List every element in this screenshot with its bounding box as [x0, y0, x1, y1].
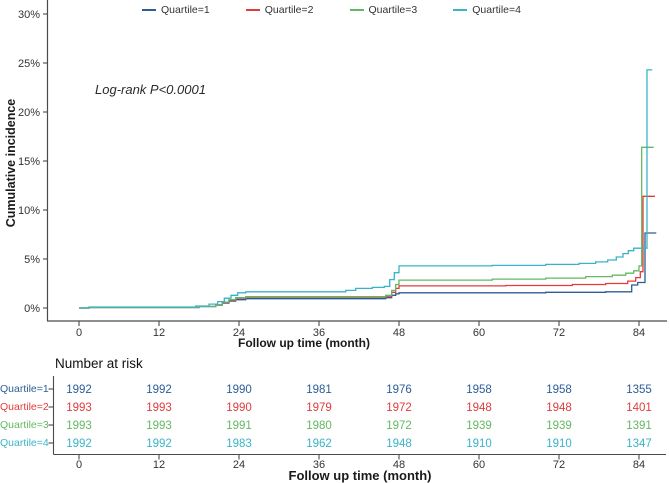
risk-value: 1993: [146, 402, 172, 414]
x-tick-label: 60: [473, 327, 485, 339]
legend-line-swatch: [349, 9, 364, 11]
risk-row-label-quartile-3: Quartile=3: [0, 419, 49, 431]
risk-value: 1980: [306, 420, 332, 432]
legend-label: Quartile=1: [161, 4, 210, 16]
risk-x-tick-label: 60: [473, 459, 485, 471]
y-tick-label: 20%: [18, 107, 40, 119]
risk-value: 1939: [546, 420, 572, 432]
y-tick-label: 5%: [24, 254, 40, 266]
y-tick-label: 10%: [18, 205, 40, 217]
risk-row-label-quartile-4: Quartile=4: [0, 437, 49, 449]
risk-value: 1401: [626, 402, 652, 414]
legend-label: Quartile=4: [472, 4, 521, 16]
y-tick-label: 30%: [18, 9, 40, 21]
y-tick-label: 15%: [18, 156, 40, 168]
risk-value: 1910: [546, 438, 572, 450]
risk-value: 1992: [66, 438, 92, 450]
x-axis-title: Follow up time (month): [238, 336, 370, 350]
legend-item-quartile-3: Quartile=3: [349, 4, 418, 16]
risk-x-tick-label: 12: [153, 459, 165, 471]
risk-x-tick-label: 48: [393, 459, 405, 471]
series-quartile-4: [79, 69, 653, 309]
risk-value: 1976: [386, 384, 412, 396]
x-tick-label: 48: [393, 327, 405, 339]
risk-value: 1910: [466, 438, 492, 450]
risk-x-tick-label: 0: [76, 459, 82, 471]
risk-value: 1993: [66, 402, 92, 414]
risk-value: 1992: [66, 384, 92, 396]
risk-value: 1939: [466, 420, 492, 432]
risk-x-tick-label: 24: [233, 459, 245, 471]
logrank-annotation: Log-rank P<0.0001: [95, 82, 206, 97]
risk-value: 1981: [306, 384, 332, 396]
risk-value: 1391: [626, 420, 652, 432]
risk-x-tick-label: 72: [553, 459, 565, 471]
series-quartile-3: [79, 146, 654, 309]
legend-line-swatch: [142, 9, 156, 11]
risk-x-tick-label: 36: [313, 459, 325, 471]
risk-value: 1972: [386, 402, 412, 414]
risk-value: 1958: [466, 384, 492, 396]
y-tick-label: 25%: [18, 58, 40, 70]
risk-value: 1992: [146, 438, 172, 450]
x-tick-label: 24: [233, 327, 245, 339]
risk-table-title: Number at risk: [55, 356, 143, 371]
risk-value: 1993: [66, 420, 92, 432]
risk-value: 1991: [226, 420, 252, 432]
risk-table-x-axis-title: Follow up time (month): [288, 468, 432, 483]
risk-value: 1990: [226, 402, 252, 414]
risk-value: 1347: [626, 438, 652, 450]
risk-value: 1355: [626, 384, 652, 396]
risk-value: 1979: [306, 402, 332, 414]
legend: Quartile=1 Quartile=2 Quartile=3 Quartile=4: [142, 4, 521, 16]
risk-value: 1990: [226, 384, 252, 396]
x-tick-label: 72: [553, 327, 565, 339]
risk-value: 1948: [546, 402, 572, 414]
legend-item-quartile-4: Quartile=4: [453, 4, 521, 16]
legend-line-swatch: [245, 9, 260, 11]
risk-value: 1983: [226, 438, 252, 450]
x-tick-label: 84: [633, 327, 645, 339]
series-quartile-2: [79, 195, 655, 309]
x-tick-label: 0: [76, 327, 82, 339]
x-tick-label: 12: [153, 327, 165, 339]
risk-value: 1993: [146, 420, 172, 432]
risk-value: 1958: [546, 384, 572, 396]
legend-item-quartile-2: Quartile=2: [245, 4, 314, 16]
risk-value: 1948: [386, 438, 412, 450]
risk-value: 1948: [466, 402, 492, 414]
legend-label: Quartile=3: [368, 4, 418, 16]
risk-value: 1992: [146, 384, 172, 396]
risk-row-label-quartile-2: Quartile=2: [0, 401, 49, 413]
legend-line-swatch: [453, 9, 468, 11]
y-axis-title: Cumulative incidence: [4, 98, 18, 228]
x-tick-label: 36: [313, 327, 325, 339]
risk-x-tick-label: 84: [633, 459, 645, 471]
legend-item-quartile-1: Quartile=1: [142, 4, 210, 16]
y-tick-label: 0%: [24, 303, 40, 315]
risk-value: 1972: [386, 420, 412, 432]
risk-value: 1962: [306, 438, 332, 450]
risk-row-label-quartile-1: Quartile=1: [0, 383, 49, 395]
legend-label: Quartile=2: [264, 4, 314, 16]
